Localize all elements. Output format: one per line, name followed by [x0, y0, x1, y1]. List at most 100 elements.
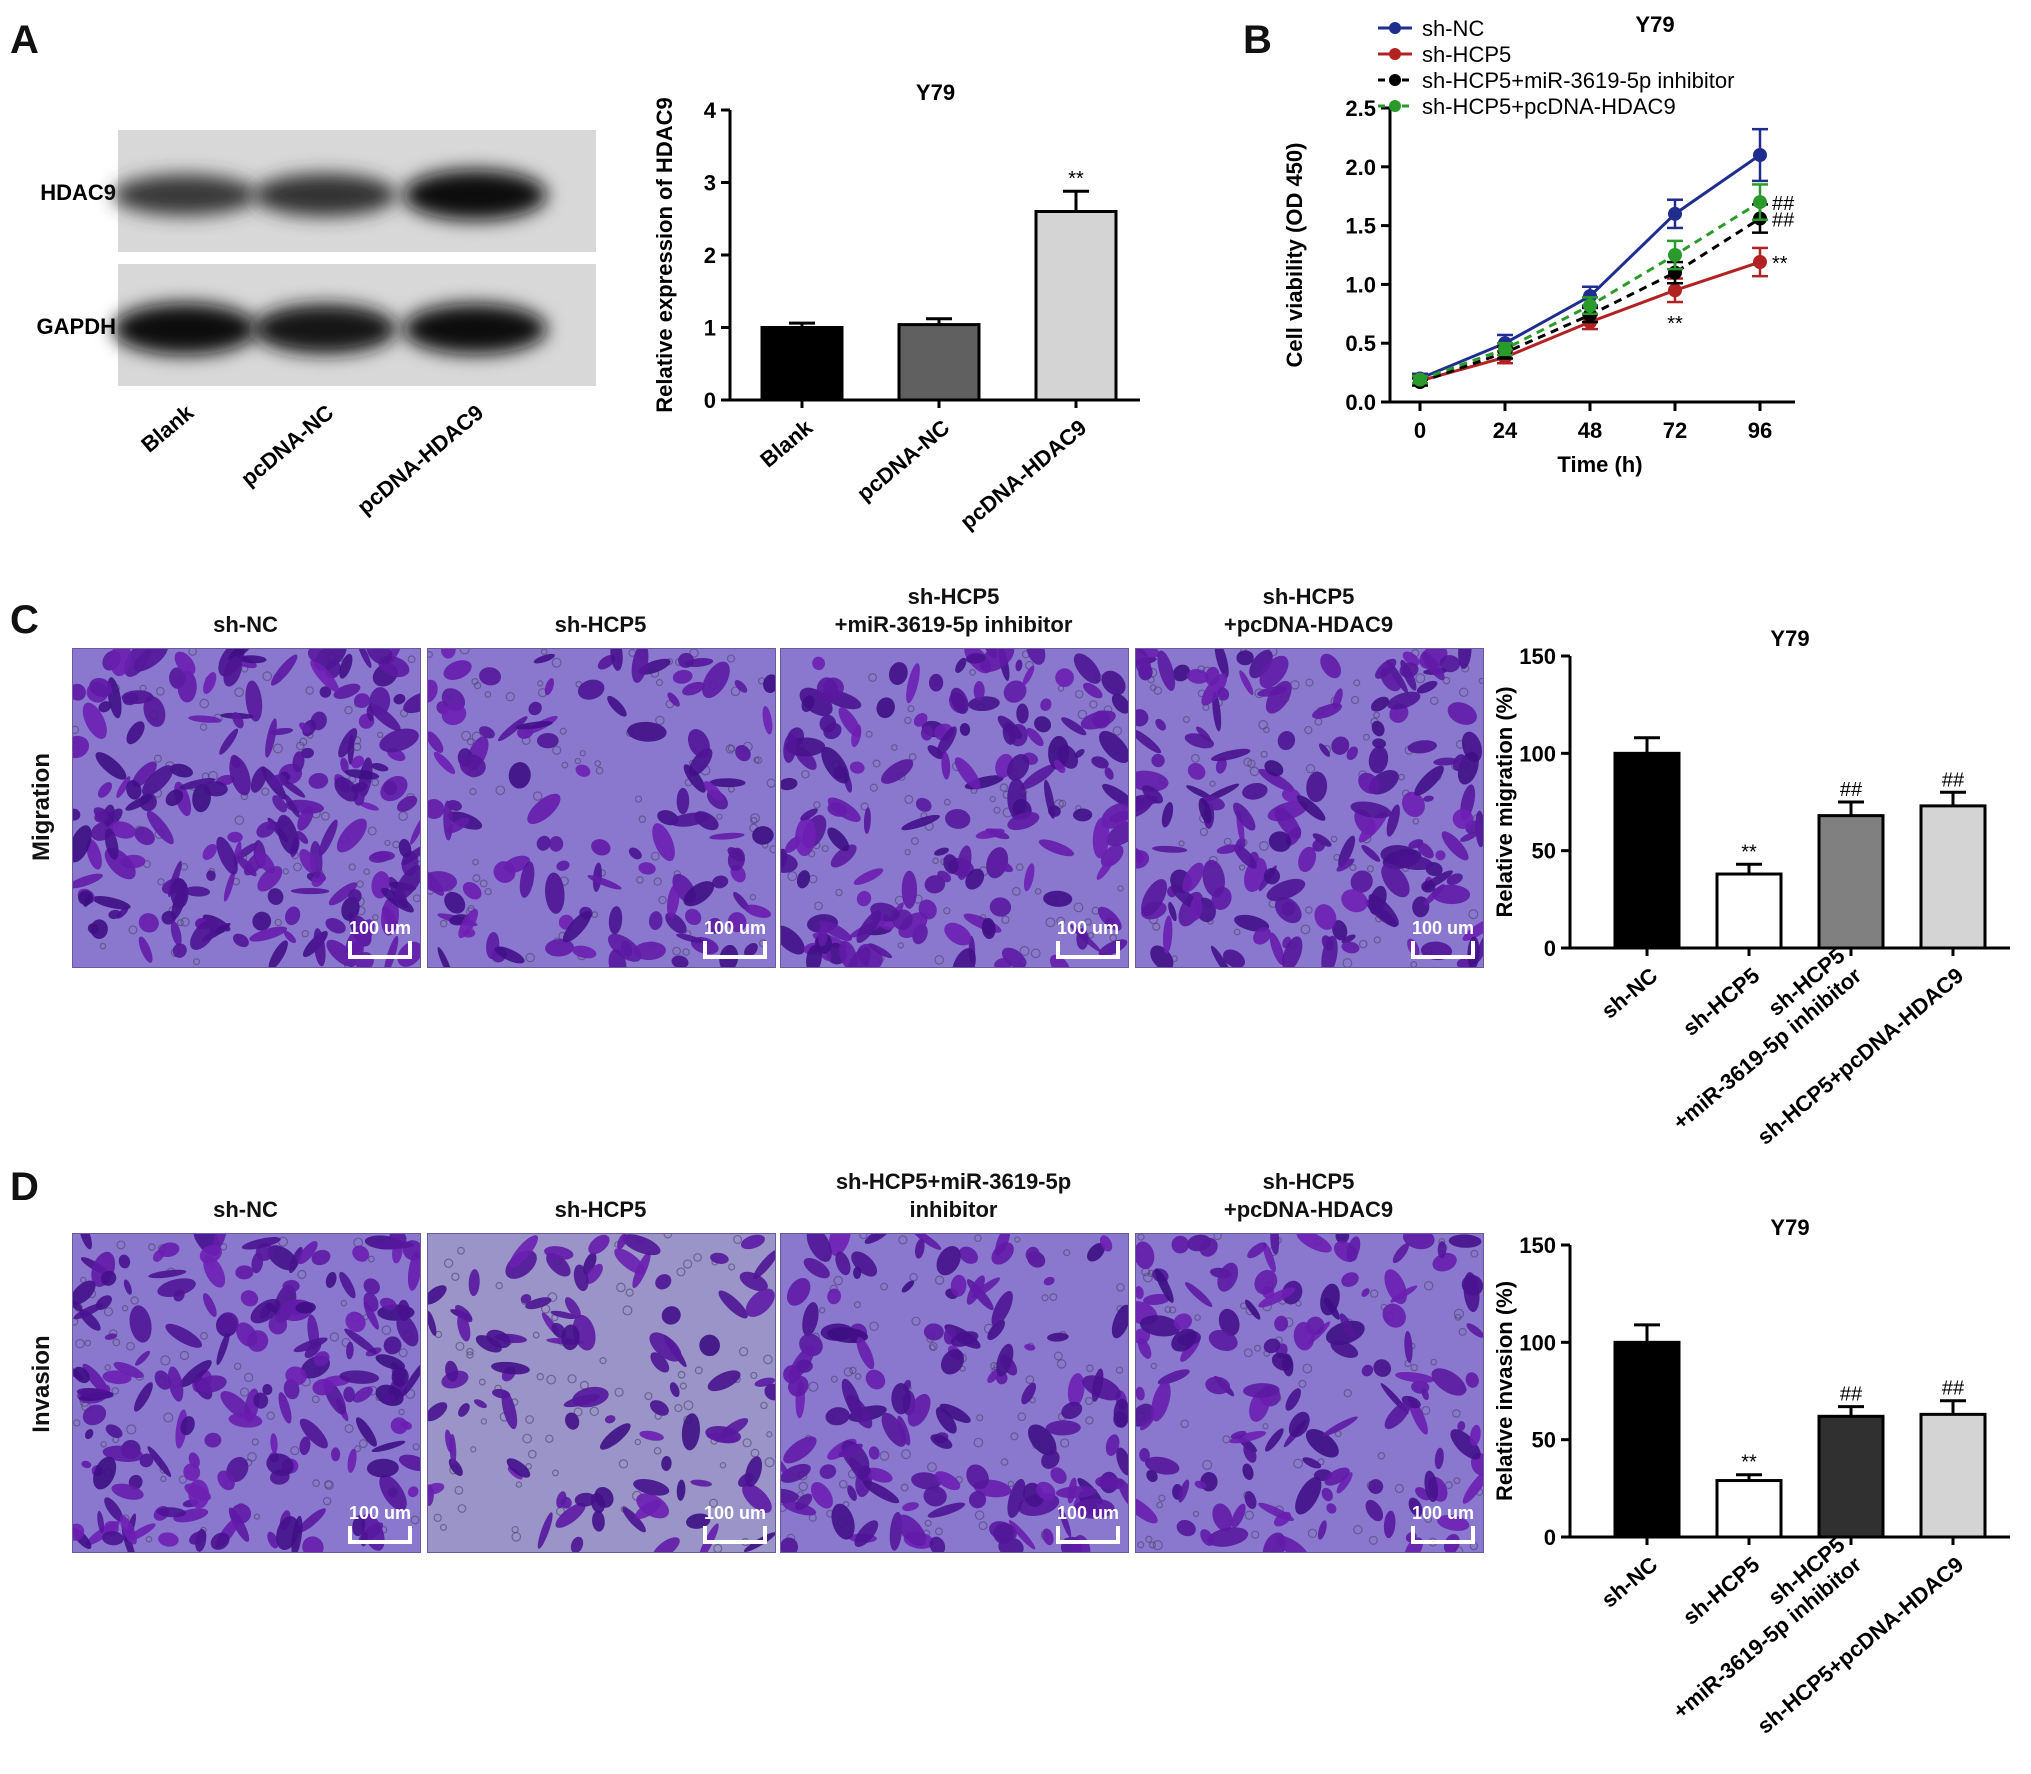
membrane-pore — [480, 1418, 488, 1425]
membrane-pore — [1415, 673, 1426, 684]
membrane-pore — [1442, 676, 1451, 685]
stained-cell — [954, 757, 981, 790]
stained-cell — [344, 1328, 377, 1354]
stained-cell — [458, 908, 479, 939]
membrane-pore — [682, 1259, 693, 1269]
condition-title-line: sh-NC — [213, 612, 278, 637]
stained-cell — [154, 1370, 172, 1390]
stained-cell — [709, 832, 745, 840]
stained-cell — [180, 1416, 195, 1436]
stained-cell — [1196, 726, 1212, 742]
stained-cell — [169, 763, 193, 778]
stained-cell — [1136, 709, 1149, 727]
stained-cell — [1136, 1241, 1155, 1270]
membrane-pore — [634, 1438, 642, 1446]
stained-cell — [256, 821, 276, 838]
stained-cell — [544, 678, 555, 696]
stained-cell — [676, 787, 690, 815]
stained-cell — [267, 1531, 279, 1549]
membrane-pore — [853, 1301, 862, 1309]
stained-cell — [1067, 1477, 1077, 1504]
stained-cell — [1441, 831, 1469, 861]
stained-cell — [1202, 859, 1225, 898]
microscopy-field — [428, 649, 775, 967]
membrane-pore — [567, 1374, 577, 1384]
membrane-pore — [344, 705, 353, 715]
membrane-pore — [908, 753, 917, 761]
stained-cell — [951, 948, 976, 967]
y-tick-label: 150 — [1519, 644, 1556, 669]
stained-cell — [968, 696, 1000, 712]
stained-cell — [1096, 856, 1115, 880]
stained-cell — [270, 1433, 278, 1454]
stained-cell — [299, 1418, 328, 1449]
membrane-pore — [479, 879, 488, 888]
stained-cell — [334, 777, 359, 802]
membrane-pore — [709, 1498, 718, 1508]
stained-cell — [573, 1264, 589, 1292]
scale-bar-label: 100 um — [1411, 918, 1475, 938]
membrane-pore — [655, 715, 665, 726]
stained-cell — [896, 1514, 927, 1547]
membrane-pore — [443, 1258, 454, 1268]
stained-cell — [379, 1474, 407, 1511]
membrane-pore — [1202, 1459, 1213, 1470]
stained-cell — [744, 904, 772, 918]
membrane-pore — [898, 1235, 908, 1245]
scale-bar: 100 um — [703, 1503, 767, 1544]
stained-cell — [627, 721, 667, 742]
stained-cell — [1350, 801, 1392, 819]
legend-swatch-marker — [1389, 100, 1401, 112]
stained-cell — [1168, 901, 1177, 922]
stained-cell — [1173, 1313, 1193, 1331]
stained-cell — [299, 1436, 311, 1456]
stained-cell — [270, 654, 298, 686]
stained-cell — [494, 946, 525, 964]
membrane-pore — [682, 948, 690, 956]
stained-cell — [351, 755, 365, 769]
scale-bar: 100 um — [1411, 918, 1475, 959]
membrane-pore — [1430, 1358, 1437, 1366]
stained-cell — [170, 878, 189, 909]
stained-cell — [230, 1503, 252, 1524]
membrane-pore — [838, 1479, 848, 1489]
stained-cell — [1061, 717, 1087, 736]
stained-cell — [1024, 1343, 1036, 1351]
stained-cell — [81, 1460, 92, 1469]
membrane-pore — [1369, 1289, 1379, 1298]
stained-cell — [913, 713, 928, 727]
membrane-pore — [904, 716, 912, 725]
membrane-pore — [1260, 750, 1268, 758]
condition-title: sh-HCP5 +miR-3619-5p inhibitor — [750, 583, 1157, 639]
membrane-pore — [126, 1341, 135, 1351]
stained-cell — [157, 1278, 196, 1298]
membrane-pore — [1304, 906, 1313, 914]
stained-cell — [1143, 1293, 1171, 1305]
membrane-pore — [1468, 909, 1479, 920]
y-tick-label: 0 — [1544, 1525, 1556, 1550]
stained-cell — [597, 654, 616, 670]
stained-cell — [727, 912, 747, 933]
stained-cell — [812, 656, 826, 671]
y-tick-label: 1 — [704, 316, 716, 341]
stained-cell — [509, 1235, 538, 1268]
stained-cell — [923, 1486, 947, 1507]
stained-cell — [979, 649, 1015, 673]
stained-cell — [1214, 649, 1229, 678]
stained-cell — [786, 1278, 811, 1306]
membrane-pore — [466, 1351, 474, 1359]
stained-cell — [284, 794, 300, 818]
stained-cell — [1161, 802, 1174, 828]
stained-cell — [1264, 760, 1284, 777]
stained-cell — [445, 1360, 459, 1382]
stained-cell — [853, 868, 884, 885]
stained-cell — [1182, 862, 1204, 893]
membrane-pore — [1153, 686, 1163, 695]
significance-mark: ## — [1772, 193, 1795, 215]
membrane-pore — [880, 1282, 889, 1291]
stained-cell — [831, 1503, 855, 1540]
stained-cell — [939, 1403, 971, 1423]
membrane-pore — [733, 1234, 743, 1244]
stained-cell — [628, 847, 642, 860]
membrane-pore — [1444, 1481, 1453, 1490]
